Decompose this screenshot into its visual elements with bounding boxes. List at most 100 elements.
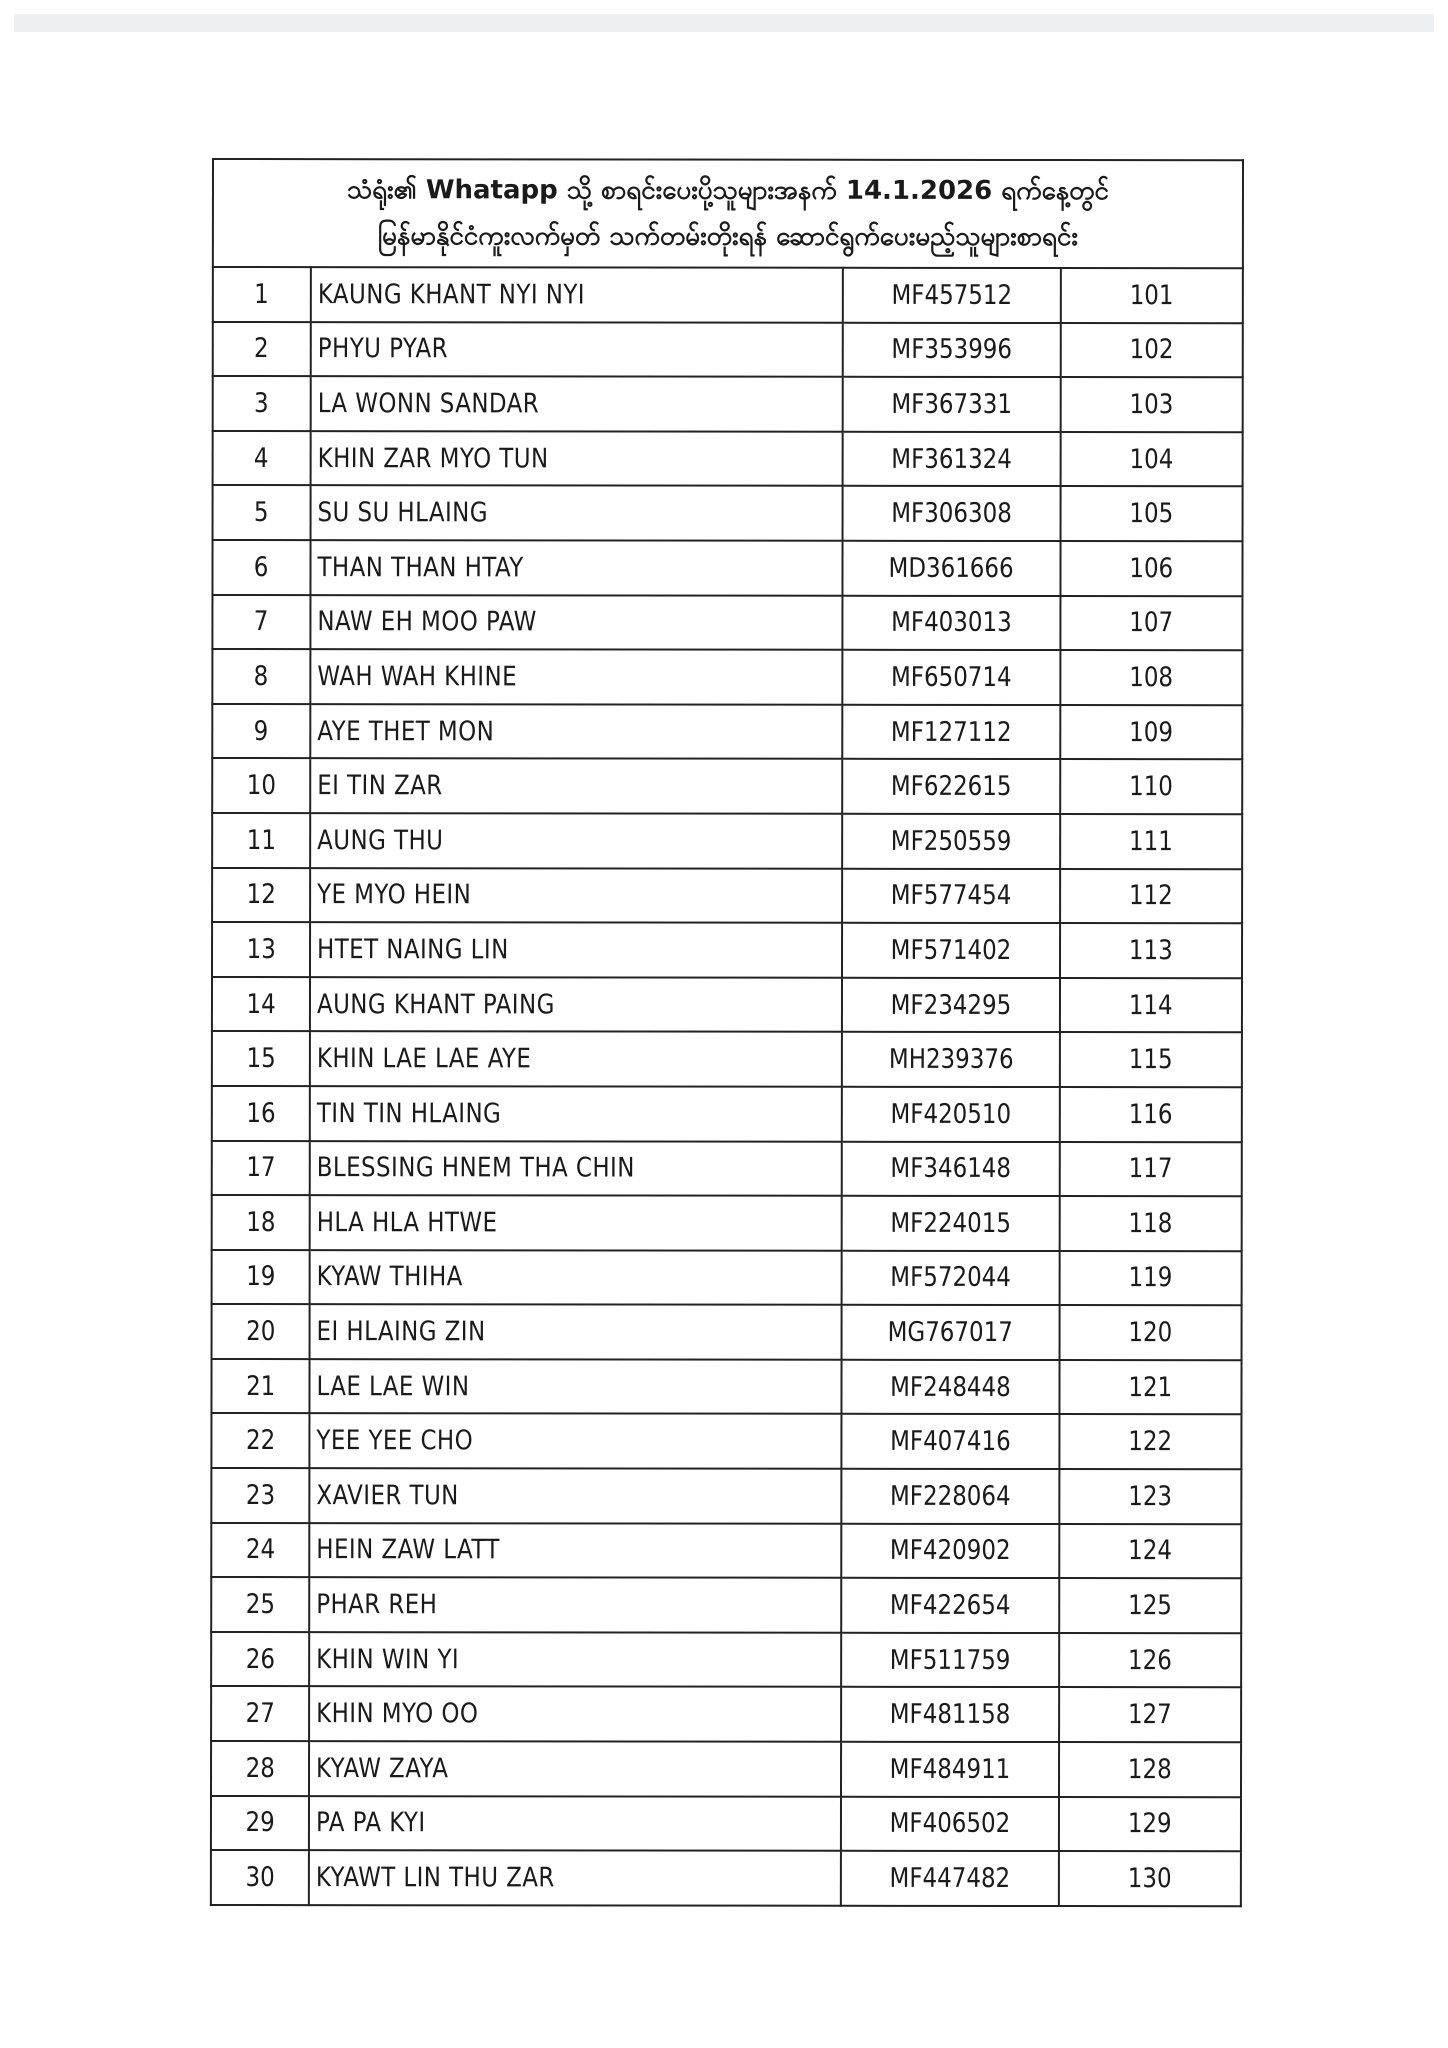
passport-number-cell: MG767017 <box>841 1305 1060 1360</box>
passport-number-cell: MF248448 <box>841 1359 1060 1415</box>
row-number: 15 <box>246 1043 276 1075</box>
row-number: 11 <box>246 824 276 856</box>
applicant-name-cell: YE MYO HEIN <box>310 867 843 923</box>
sequence-number: 103 <box>1129 389 1174 421</box>
applicant-name-cell: PA PA KYI <box>308 1795 841 1851</box>
applicant-name: NAW EH MOO PAW <box>317 606 537 638</box>
applicant-name: LA WONN SANDAR <box>317 388 540 420</box>
sequence-number-cell: 118 <box>1059 1196 1242 1251</box>
passport-number-cell: MF622615 <box>842 759 1061 814</box>
applicant-name: KHIN ZAR MYO TUN <box>317 442 549 474</box>
sequence-number: 117 <box>1128 1153 1173 1185</box>
passport-number: MF228064 <box>890 1480 1011 1512</box>
sequence-number: 118 <box>1128 1208 1173 1240</box>
applicant-name-cell: KHIN WIN YI <box>309 1631 842 1688</box>
sequence-number-cell: 107 <box>1060 595 1243 651</box>
sequence-number-cell: 129 <box>1058 1796 1242 1852</box>
row-number: 10 <box>246 770 276 802</box>
sequence-number-cell: 112 <box>1060 868 1243 924</box>
row-number: 9 <box>253 715 269 747</box>
table-row: 21 LAE LAE WIN MF248448 121 <box>211 1358 1242 1415</box>
row-number: 16 <box>246 1097 276 1129</box>
passport-number: MF367331 <box>891 388 1013 420</box>
row-number-cell: 20 <box>211 1304 310 1359</box>
table-row: 11 AUNG THU MF250559 111 <box>212 812 1243 869</box>
sequence-number-cell: 122 <box>1059 1414 1242 1470</box>
table-body: 1 KAUNG KHANT NYI NYI MF457512 101 2 PHYU PYA… <box>210 267 1243 1907</box>
row-number-cell: 13 <box>211 922 311 977</box>
passport-number: MH239376 <box>888 1043 1014 1076</box>
sequence-number-cell: 104 <box>1060 431 1243 487</box>
sequence-number: 112 <box>1129 880 1174 912</box>
passport-number: MF571402 <box>890 934 1012 966</box>
applicant-name: KAUNG KHANT NYI NYI <box>317 278 586 311</box>
sequence-number: 123 <box>1128 1480 1173 1513</box>
table-row: 30 KYAWT LIN THU ZAR MF447482 130 <box>210 1850 1241 1907</box>
table-row: 14 AUNG KHANT PAING MF234295 114 <box>211 976 1243 1033</box>
row-number-cell: 5 <box>212 485 311 541</box>
applicant-name-cell: KYAW THIHA <box>309 1249 842 1306</box>
passport-number-cell: MF346148 <box>841 1141 1060 1197</box>
applicant-name-cell: TIN TIN HLAING <box>309 1086 842 1142</box>
applicant-name: WAH WAH KHINE <box>317 661 518 693</box>
row-number: 22 <box>245 1425 276 1457</box>
table-row: 20 EI HLAING ZIN MG767017 120 <box>211 1304 1242 1361</box>
passport-number: MG767017 <box>887 1316 1014 1349</box>
applicant-name-cell: XAVIER TUN <box>309 1468 842 1524</box>
table-row: 29 PA PA KYI MF406502 129 <box>210 1795 1242 1852</box>
passport-number: MF306308 <box>891 498 1012 530</box>
passport-number: MF224015 <box>890 1207 1012 1239</box>
sequence-number: 127 <box>1128 1699 1173 1731</box>
sequence-number-cell: 105 <box>1060 486 1243 542</box>
sequence-number-cell: 119 <box>1059 1250 1242 1306</box>
row-number: 26 <box>245 1643 275 1675</box>
row-number-cell: 28 <box>210 1741 310 1796</box>
sequence-number: 102 <box>1129 334 1174 366</box>
applicant-name-cell: KAUNG KHANT NYI NYI <box>310 267 843 323</box>
sequence-number-cell: 117 <box>1059 1141 1242 1197</box>
applicant-name-cell: YEE YEE CHO <box>309 1413 842 1469</box>
applicant-name: SU SU HLAING <box>317 497 488 529</box>
passport-number-cell: MF224015 <box>841 1195 1060 1251</box>
passport-number: MF457512 <box>891 279 1013 311</box>
applicant-name-cell: EI TIN ZAR <box>310 758 843 814</box>
passport-number-cell: MF353996 <box>842 322 1061 378</box>
row-number: 18 <box>246 1206 276 1238</box>
applicant-name-cell: AUNG THU <box>310 813 843 869</box>
applicant-name: YEE YEE CHO <box>316 1425 474 1457</box>
scan-edge <box>14 14 1434 32</box>
passport-number-cell: MF367331 <box>842 376 1061 432</box>
passport-number-cell: MF306308 <box>842 486 1061 542</box>
sequence-number-cell: 102 <box>1060 322 1243 378</box>
passport-number-cell: MF406502 <box>840 1796 1059 1852</box>
applicant-name: PHYU PYAR <box>317 333 449 365</box>
passport-number-cell: MH239376 <box>841 1032 1060 1087</box>
appointment-list-table: သံရုံး၏ Whatapp သို့ စာရင်းပေးပို့သူများ… <box>210 158 1244 1907</box>
row-number: 1 <box>254 278 270 310</box>
passport-number-cell: MF234295 <box>841 977 1060 1033</box>
row-number-cell: 16 <box>211 1085 310 1141</box>
sequence-number-cell: 124 <box>1059 1523 1242 1579</box>
applicant-name: AUNG THU <box>317 824 444 857</box>
passport-number: MF420902 <box>889 1535 1011 1567</box>
passport-number: MF127112 <box>890 716 1012 748</box>
passport-number-cell: MF250559 <box>842 813 1061 869</box>
sequence-number: 126 <box>1128 1644 1173 1676</box>
sequence-number: 105 <box>1129 498 1174 530</box>
row-number: 23 <box>245 1479 275 1511</box>
passport-number: MF481158 <box>889 1699 1011 1731</box>
row-number: 28 <box>245 1752 275 1784</box>
applicant-name-cell: HLA HLA HTWE <box>309 1195 842 1251</box>
applicant-name: AYE THET MON <box>317 715 495 747</box>
row-number-cell: 26 <box>211 1631 310 1687</box>
row-number-cell: 30 <box>210 1850 309 1905</box>
sequence-number-cell: 101 <box>1060 268 1243 323</box>
passport-number-cell: MF571402 <box>841 922 1061 978</box>
sequence-number-cell: 116 <box>1059 1086 1242 1142</box>
sequence-number: 107 <box>1129 607 1174 639</box>
sequence-number: 106 <box>1129 552 1174 584</box>
applicant-name-cell: PHAR REH <box>309 1577 842 1633</box>
sequence-number: 116 <box>1128 1098 1173 1130</box>
applicant-name-cell: KHIN ZAR MYO TUN <box>310 430 843 487</box>
applicant-name: LAE LAE WIN <box>316 1370 470 1402</box>
